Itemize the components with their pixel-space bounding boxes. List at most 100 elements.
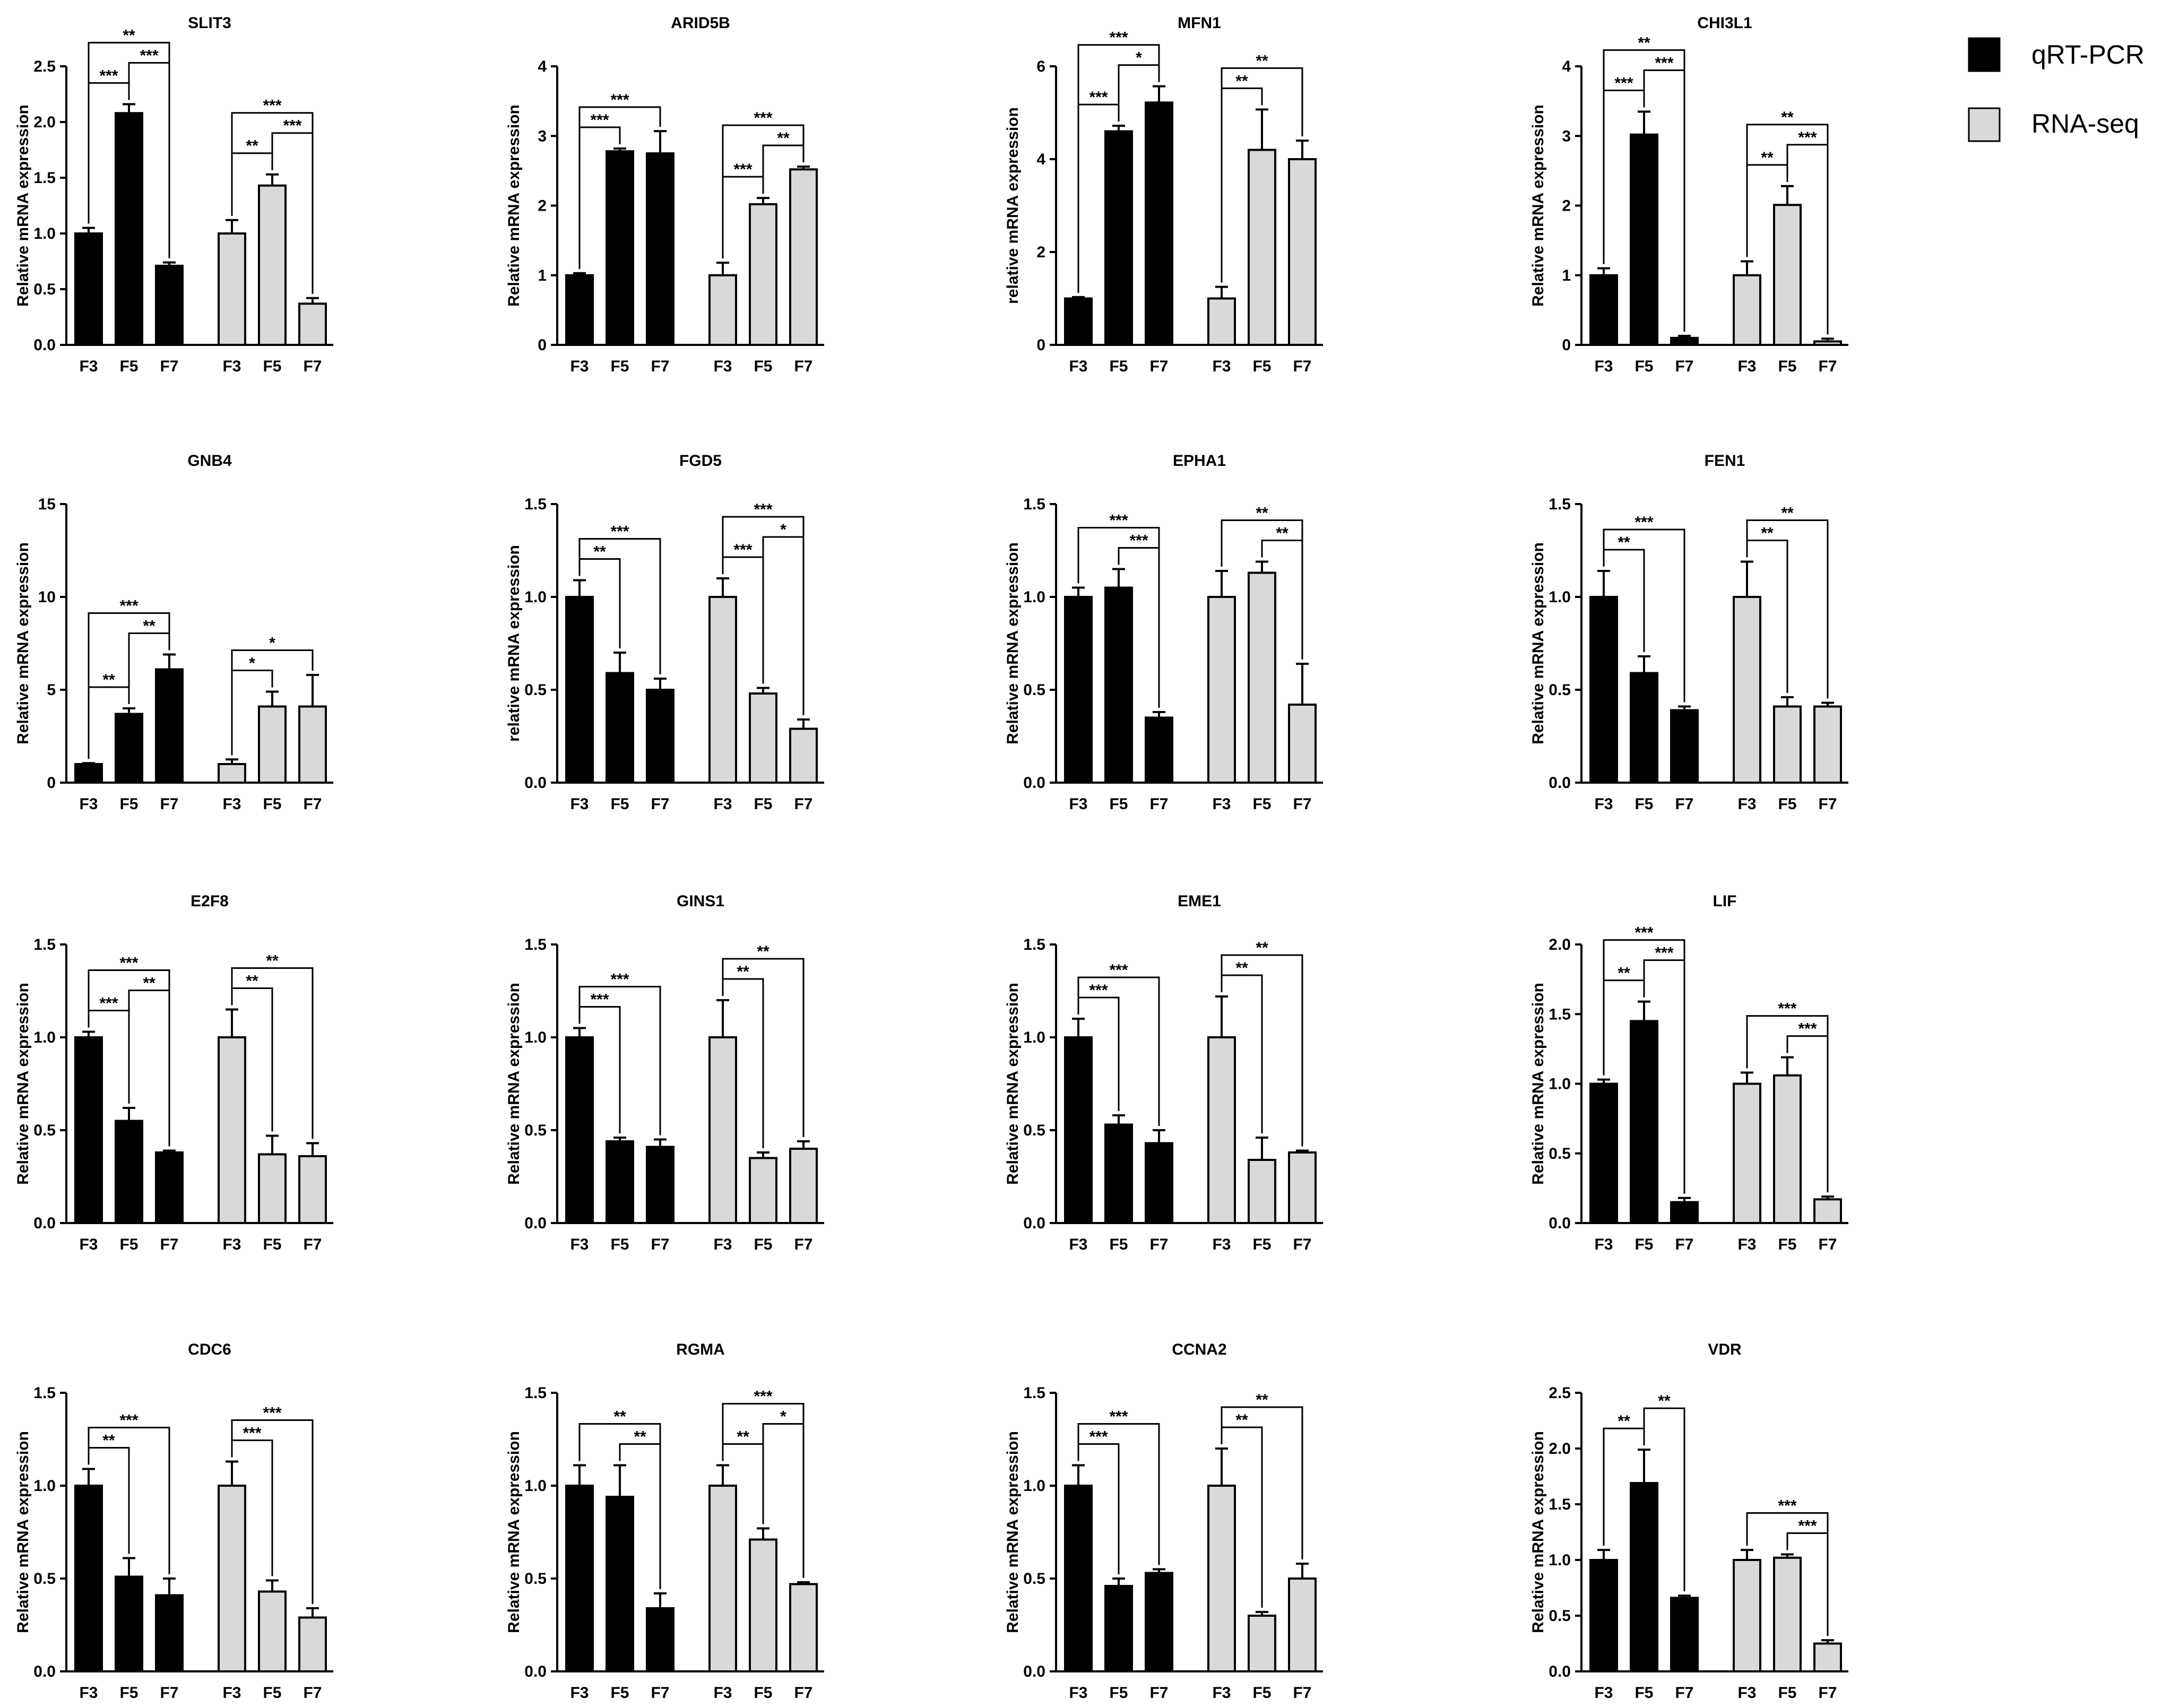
significance-label: *** <box>1635 924 1653 942</box>
x-tick-label: F5 <box>263 1684 281 1702</box>
y-tick-label: 0 <box>47 774 56 792</box>
panel-epha1: EPHA1 Relative mRNA expression 0.0 0.5 1.0 1.… <box>1004 452 1323 813</box>
y-axis-label: Relative mRNA expression <box>505 1431 523 1633</box>
significance-label: *** <box>733 161 752 178</box>
x-tick-label: F5 <box>119 358 138 375</box>
bar-qrt-pcr-f5 <box>1104 1123 1133 1224</box>
bar-qrt-pcr-f7 <box>155 264 184 346</box>
bar-qrt-pcr-f3 <box>1064 1036 1093 1224</box>
x-tick-label: F3 <box>1737 1236 1756 1253</box>
significance-bracket <box>722 958 805 1137</box>
bar-rna-seq-f3 <box>708 1485 737 1672</box>
significance-bracket <box>722 516 805 715</box>
y-tick-label: 4 <box>1036 151 1045 168</box>
bar-rna-seq-f5 <box>1248 1159 1276 1224</box>
significance-label: ** <box>143 618 155 635</box>
significance-bracket <box>231 649 314 756</box>
panel-title: EPHA1 <box>1173 452 1226 470</box>
significance-label: *** <box>1089 1428 1108 1446</box>
significance-bracket <box>722 124 805 259</box>
significance-label: *** <box>1798 129 1817 146</box>
panel-slit3: SLIT3 Relative mRNA expression 0.0 0.5 1.0 1.… <box>14 14 333 375</box>
significance-label: ** <box>1256 505 1268 522</box>
bar-qrt-pcr-f5 <box>1104 586 1133 784</box>
significance-bracket <box>1603 49 1685 332</box>
y-tick-label: 0.0 <box>1023 1215 1045 1232</box>
panel-cdc6: CDC6 Relative mRNA expression 0.0 0.5 1.0 1.5… <box>14 1341 333 1702</box>
bar-rna-seq-f7 <box>789 727 818 784</box>
significance-label: ** <box>1781 505 1794 522</box>
x-tick-label: F3 <box>570 1684 589 1702</box>
x-tick-label: F5 <box>754 1236 772 1253</box>
significance-bracket <box>578 538 661 674</box>
significance-label: *** <box>1635 514 1653 531</box>
significance-label: ** <box>1235 1411 1248 1429</box>
x-tick-label: F3 <box>222 1236 241 1253</box>
bar-rna-seq-f5 <box>258 1590 287 1672</box>
x-tick-label: F7 <box>1149 358 1168 375</box>
x-tick-label: F7 <box>651 358 669 375</box>
y-tick-label: 2 <box>1036 244 1045 261</box>
y-tick-label: 0.0 <box>1549 774 1571 792</box>
bar-qrt-pcr-f5 <box>1630 1482 1658 1673</box>
bar-rna-seq-f7 <box>1288 1151 1317 1224</box>
significance-label: * <box>1136 49 1142 67</box>
bar-rna-seq-f7 <box>1288 1577 1317 1672</box>
panel-title: CHI3L1 <box>1697 14 1752 32</box>
x-tick-label: F5 <box>1635 795 1653 813</box>
x-tick-label: F3 <box>1069 358 1087 375</box>
panel-vdr: VDR Relative mRNA expression 0.0 0.5 1.0 1.5 2… <box>1529 1341 1848 1702</box>
x-tick-label: F7 <box>1675 1236 1693 1253</box>
bar-qrt-pcr-f7 <box>1670 709 1699 784</box>
significance-label: ** <box>1618 534 1630 551</box>
significance-label: *** <box>754 1388 772 1406</box>
bar-rna-seq-f3 <box>1207 1036 1236 1224</box>
bar-rna-seq-f5 <box>1773 1074 1802 1224</box>
significance-label: ** <box>757 943 769 960</box>
y-tick-label: 1.5 <box>33 169 56 187</box>
significance-label: ** <box>266 952 279 970</box>
significance-label: *** <box>99 995 118 1012</box>
significance-label: ** <box>777 129 790 147</box>
y-tick-label: 1.5 <box>1549 1005 1571 1023</box>
significance-label: ** <box>1256 52 1268 70</box>
bar-qrt-pcr-f7 <box>155 1594 184 1672</box>
y-tick-label: 0.0 <box>33 1663 56 1680</box>
y-tick-label: 1.5 <box>1023 496 1045 513</box>
legend-label-rna-seq: RNA-seq <box>2031 109 2139 138</box>
bar-rna-seq-f5 <box>749 692 777 784</box>
significance-label: ** <box>1658 1392 1671 1410</box>
bar-qrt-pcr-f3 <box>74 232 103 346</box>
y-tick-label: 1.0 <box>1023 588 1045 606</box>
x-tick-label: F7 <box>1818 358 1837 375</box>
x-tick-label: F7 <box>794 1684 812 1702</box>
significance-label: *** <box>1655 54 1673 72</box>
bar-rna-seq-f3 <box>708 274 737 346</box>
y-tick-label: 1.0 <box>1549 588 1571 606</box>
significance-label: ** <box>1235 72 1248 90</box>
bar-rna-seq-f7 <box>298 705 327 784</box>
significance-bracket <box>722 1403 805 1578</box>
significance-bracket <box>88 612 170 759</box>
significance-label: ** <box>737 1428 749 1446</box>
significance-label: ** <box>1638 34 1650 51</box>
legend-swatch-rna-seq <box>1968 107 2001 142</box>
bar-qrt-pcr-f7 <box>155 668 184 784</box>
significance-bracket <box>1603 528 1685 703</box>
bar-qrt-pcr-f7 <box>1145 101 1173 346</box>
significance-label: *** <box>1655 944 1673 962</box>
x-tick-label: F5 <box>1252 358 1271 375</box>
bar-qrt-pcr-f7 <box>1145 1142 1173 1224</box>
bar-qrt-pcr-f3 <box>74 1485 103 1672</box>
y-axis-label: Relative mRNA expression <box>1004 542 1022 744</box>
x-tick-label: F7 <box>303 1684 322 1702</box>
y-tick-label: 0.5 <box>33 1122 56 1139</box>
y-tick-label: 0.0 <box>33 1215 56 1232</box>
panel-lif: LIF Relative mRNA expression 0.0 0.5 1.0 1.5 2… <box>1529 892 1848 1253</box>
y-tick-label: 1.5 <box>524 496 547 513</box>
bar-rna-seq-f3 <box>218 763 246 784</box>
panel-mfn1: MFN1 relative mRNA expression 0 2 4 6 F3 F5 F7 F3… <box>1004 14 1323 375</box>
significance-label: *** <box>119 955 138 972</box>
y-tick-label: 10 <box>38 588 56 606</box>
y-tick-label: 0.0 <box>524 774 547 792</box>
